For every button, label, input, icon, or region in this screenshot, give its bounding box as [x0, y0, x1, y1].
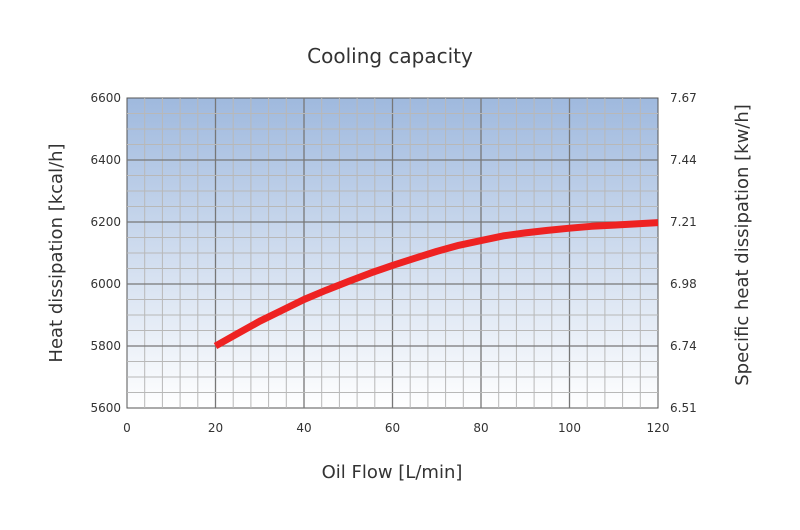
- y-tick-label: 6200: [90, 215, 121, 229]
- y-tick-label: 5800: [90, 339, 121, 353]
- x-tick-label: 120: [647, 421, 670, 435]
- y2-axis-title: Specific heat dissipation [kw/h]: [732, 104, 753, 386]
- y-tick-label: 6400: [90, 153, 121, 167]
- y-tick-label: 6000: [90, 277, 121, 291]
- y2-tick-label: 6.74: [670, 339, 697, 353]
- grid-lines: [127, 98, 658, 408]
- series-line: [213, 219, 659, 350]
- y-tick-label: 5600: [90, 401, 121, 415]
- y-axis-title: Heat dissipation [kcal/h]: [46, 143, 67, 362]
- x-axis-title: Oil Flow [L/min]: [322, 462, 463, 483]
- y2-tick-label: 7.67: [670, 91, 697, 105]
- x-tick-label: 60: [385, 421, 400, 435]
- y2-tick-label: 7.44: [670, 153, 697, 167]
- data-series: [213, 219, 659, 350]
- chart-title: Cooling capacity: [307, 44, 473, 68]
- y2-tick-label: 6.51: [670, 401, 697, 415]
- x-tick-label: 80: [473, 421, 488, 435]
- x-tick-label: 40: [296, 421, 311, 435]
- y2-tick-label: 6.98: [670, 277, 697, 291]
- y2-tick-label: 7.21: [670, 215, 697, 229]
- x-tick-label: 0: [123, 421, 131, 435]
- tick-labels: 0 20 40 60 80 100 120 5600 5800 6000 6200 6400 6600 6…: [90, 91, 696, 435]
- x-tick-label: 100: [558, 421, 581, 435]
- y-tick-label: 6600: [90, 91, 121, 105]
- x-tick-label: 20: [208, 421, 223, 435]
